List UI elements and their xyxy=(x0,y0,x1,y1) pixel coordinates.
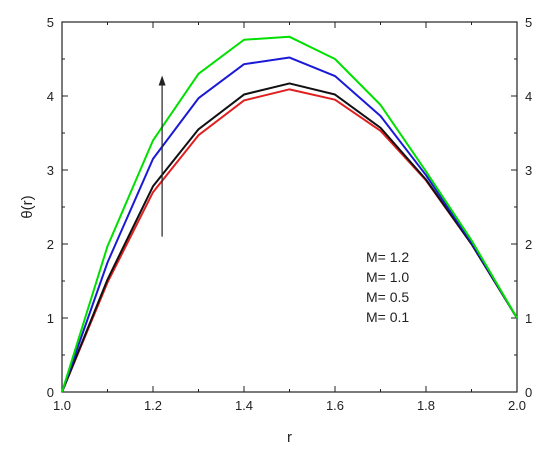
y-tick-label-right: 4 xyxy=(525,89,532,104)
y-tick-label-right: 0 xyxy=(525,385,532,400)
y-tick-label-left: 5 xyxy=(47,15,54,30)
series-line-m-0-1 xyxy=(61,88,518,393)
y-tick-label-left: 2 xyxy=(47,237,54,252)
x-axis-title: r xyxy=(287,429,292,446)
x-tick-label: 1.2 xyxy=(144,398,162,413)
legend-entry: M= 1.2 xyxy=(366,249,409,265)
legend-entry: M= 0.5 xyxy=(366,289,409,305)
series-line-m-0-5 xyxy=(61,82,518,393)
y-tick-label-right: 3 xyxy=(525,163,532,178)
series-line-m-1-2 xyxy=(61,35,518,393)
legend-entry: M= 1.0 xyxy=(366,269,409,285)
x-tick-label: 1.4 xyxy=(235,398,253,413)
y-tick-label-right: 5 xyxy=(525,15,532,30)
y-tick-label-left: 3 xyxy=(47,163,54,178)
y-axis-title: θ(r) xyxy=(19,195,36,218)
y-tick-label-right: 1 xyxy=(525,311,532,326)
y-tick-label-right: 2 xyxy=(525,237,532,252)
y-tick-label-left: 0 xyxy=(47,385,54,400)
y-tick-label-left: 4 xyxy=(47,89,54,104)
y-tick-label-left: 1 xyxy=(47,311,54,326)
legend-entry: M= 0.1 xyxy=(366,309,409,325)
x-tick-label: 1.6 xyxy=(326,398,344,413)
series-line-m-1-0 xyxy=(61,56,518,393)
x-tick-label: 2.0 xyxy=(508,398,526,413)
x-tick-label: 1.8 xyxy=(417,398,435,413)
x-tick-label: 1.0 xyxy=(53,398,71,413)
arrow-head-icon xyxy=(158,75,166,86)
